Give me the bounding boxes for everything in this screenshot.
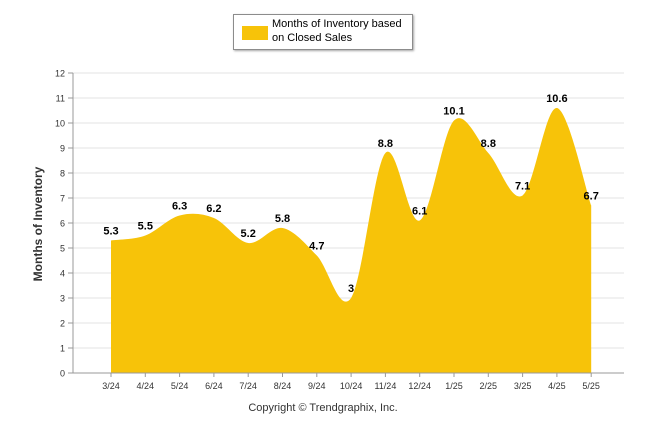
data-label: 6.2 (206, 203, 221, 215)
data-labels: 5.3 5.5 6.3 6.2 5.2 5.8 4.7 3 8.8 6.1 10.1 8.8 7.1 10… (103, 93, 598, 295)
data-label: 6.7 (584, 191, 599, 203)
y-tick-label: 10 (55, 119, 65, 129)
data-label: 7.1 (515, 181, 530, 193)
data-label: 10.6 (546, 93, 567, 105)
data-label: 3 (348, 283, 354, 295)
data-label: 5.8 (275, 213, 290, 225)
x-tick-label: 2/25 (480, 381, 498, 391)
y-tick-label: 9 (60, 144, 65, 154)
data-label: 5.2 (241, 228, 256, 240)
y-tick-label: 1 (60, 344, 65, 354)
legend: Months of Inventory based on Closed Sale… (233, 14, 413, 50)
x-tick-label: 4/25 (548, 381, 566, 391)
y-tick-label: 7 (60, 194, 65, 204)
x-tick-label: 10/24 (340, 381, 363, 391)
y-tick-label: 4 (60, 269, 65, 279)
x-tick-label: 5/25 (582, 381, 600, 391)
x-tick-label: 9/24 (308, 381, 326, 391)
y-tick-label: 6 (60, 219, 65, 229)
data-label: 8.8 (481, 138, 496, 150)
area-series (111, 107, 592, 374)
y-axis-label: Months of Inventory (31, 166, 45, 282)
x-tick-label: 3/24 (102, 381, 120, 391)
copyright-text: Copyright © Trendgraphix, Inc. (248, 402, 398, 414)
x-tick-labels: 3/24 4/24 5/24 6/24 7/24 8/24 9/24 10/24 11/24 12… (102, 381, 600, 391)
x-tick-label: 3/25 (514, 381, 532, 391)
y-tick-label: 8 (60, 169, 65, 179)
y-tick-label: 2 (60, 319, 65, 329)
legend-swatch (242, 26, 268, 40)
data-label: 10.1 (443, 106, 464, 118)
data-label: 5.3 (103, 226, 118, 238)
data-label: 8.8 (378, 138, 393, 150)
legend-entry: Months of Inventory based on Closed Sale… (272, 18, 402, 44)
x-tick-label: 11/24 (374, 381, 396, 391)
y-tick-label: 12 (55, 69, 65, 79)
x-tick-label: 5/24 (171, 381, 189, 391)
y-tick-label: 11 (56, 94, 65, 104)
data-label: 6.3 (172, 201, 187, 213)
x-tick-label: 1/25 (445, 381, 463, 391)
y-tick-label: 0 (60, 369, 65, 379)
axes (68, 72, 624, 377)
data-label: 4.7 (309, 241, 324, 253)
area-fill (111, 107, 592, 374)
x-tick-label: 6/24 (205, 381, 223, 391)
data-label: 6.1 (412, 206, 427, 218)
data-label: 5.5 (138, 221, 153, 233)
y-tick-label: 3 (60, 294, 65, 304)
x-tick-label: 8/24 (274, 381, 292, 391)
x-tick-label: 7/24 (239, 381, 257, 391)
x-tick-label: 12/24 (408, 381, 431, 391)
y-tick-label: 5 (60, 244, 65, 254)
x-tick-label: 4/24 (137, 381, 155, 391)
